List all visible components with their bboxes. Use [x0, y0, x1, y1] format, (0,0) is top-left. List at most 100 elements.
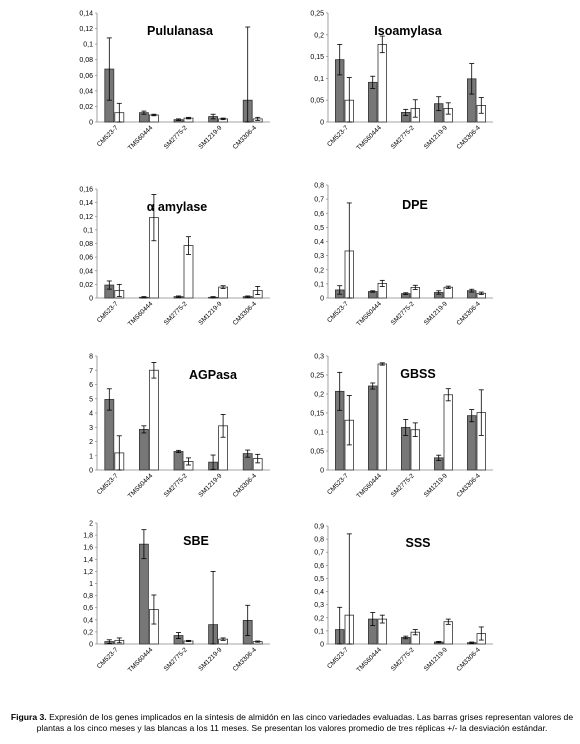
x-tick-label: SM2775-2: [390, 646, 416, 672]
y-tick-label: 0: [320, 642, 324, 649]
bar: [139, 543, 149, 645]
y-tick-label: 0,8: [314, 183, 324, 190]
x-tick-label: SM1219-9: [423, 472, 449, 498]
chart-7: 0 0,1 0,2 0,3 0,4 0,5 0,6 0,7 0,8 0,9 CM523-7 TMS60…: [314, 524, 493, 674]
y-tick-label: 0: [320, 468, 324, 475]
y-tick-label: 0,3: [314, 602, 324, 609]
y-tick-label: 0,06: [79, 73, 93, 80]
y-tick-label: 2: [89, 521, 93, 528]
x-tick-label: SM2775-2: [163, 124, 189, 150]
chart-title: SBE: [183, 534, 209, 548]
y-tick-label: 0,2: [314, 32, 324, 39]
caption-label: Figura 3.: [10, 712, 47, 722]
y-tick-label: 0,04: [79, 268, 93, 275]
y-tick-label: 0,2: [83, 629, 93, 636]
bar: [467, 415, 477, 471]
x-tick-label: CM523-7: [96, 472, 120, 496]
y-tick-label: 0,1: [83, 227, 93, 234]
y-tick-label: 0,15: [310, 411, 324, 418]
x-tick-label: CM523-7: [326, 124, 350, 148]
x-tick-label: SM2775-2: [390, 472, 416, 498]
y-tick-label: 7: [89, 368, 93, 375]
y-tick-label: 0,05: [310, 449, 324, 456]
y-tick-label: 0: [89, 120, 93, 127]
x-tick-label: CM3306-4: [455, 124, 482, 151]
y-tick-label: 0: [89, 642, 93, 649]
x-tick-label: TMS60444: [355, 124, 383, 152]
y-tick-label: 0,1: [314, 281, 324, 288]
x-tick-label: TMS60444: [355, 472, 383, 500]
y-tick-label: 1,2: [83, 569, 93, 576]
y-tick-label: 0,8: [314, 537, 324, 544]
y-tick-label: 0,1: [83, 42, 93, 49]
y-tick-label: 0,1: [314, 628, 324, 635]
x-tick-label: CM3306-4: [232, 646, 259, 673]
y-tick-label: 0: [320, 120, 324, 127]
x-tick-label: CM523-7: [326, 472, 350, 496]
y-tick-label: 1,4: [83, 557, 93, 564]
y-tick-label: 0: [89, 296, 93, 303]
y-tick-label: 1,8: [83, 533, 93, 540]
bar: [377, 363, 387, 471]
y-tick-label: 0,02: [79, 282, 93, 289]
y-tick-label: 4: [89, 411, 93, 418]
chart-title: GBSS: [400, 367, 435, 381]
chart-1: 0 0,05 0,1 0,15 0,2 0,25 CM523-7 TMS60444 SM2775…: [310, 11, 493, 152]
y-tick-label: 0,02: [79, 104, 93, 111]
y-tick-label: 0,7: [314, 550, 324, 557]
y-tick-label: 2: [89, 439, 93, 446]
y-tick-label: 0,14: [79, 200, 93, 207]
y-tick-label: 6: [89, 382, 93, 389]
x-tick-label: CM3306-4: [232, 472, 259, 499]
y-tick-label: 0,25: [310, 11, 324, 18]
chart-0: 0 0,02 0,04 0,06 0,08 0,1 0,12 0,14 CM523-7 TMS60…: [79, 11, 270, 152]
y-tick-label: 0,4: [83, 617, 93, 624]
y-tick-label: 0,1: [314, 430, 324, 437]
x-tick-label: TMS60444: [127, 300, 155, 328]
x-tick-label: SM1219-9: [197, 300, 223, 326]
x-tick-label: SM2775-2: [390, 124, 416, 150]
x-tick-label: SM1219-9: [423, 124, 449, 150]
x-tick-label: SM2775-2: [390, 300, 416, 326]
y-tick-label: 0,12: [79, 214, 93, 221]
y-tick-label: 0,6: [83, 605, 93, 612]
y-tick-label: 0,1: [314, 76, 324, 83]
y-tick-label: 5: [89, 396, 93, 403]
bar: [148, 369, 159, 471]
y-tick-label: 0,5: [314, 576, 324, 583]
y-tick-label: 0,2: [314, 392, 324, 399]
y-tick-label: 0,04: [79, 88, 93, 95]
x-tick-label: SM1219-9: [197, 124, 223, 150]
chart-6: 0 0,2 0,4 0,6 0,8 1 1,2 1,4 1,6 1,8 2 CM523-7 TMS604…: [83, 521, 270, 674]
x-tick-label: SM1219-9: [197, 472, 223, 498]
y-tick-label: 0,2: [314, 267, 324, 274]
chart-title: Isoamylasa: [374, 24, 442, 38]
y-tick-label: 0,5: [314, 225, 324, 232]
y-tick-label: 0,12: [79, 26, 93, 33]
chart-2: 0 0,02 0,04 0,06 0,08 0,1 0,12 0,14 0,16 CM523-7 T…: [79, 187, 270, 328]
y-tick-label: 8: [89, 354, 93, 361]
x-tick-label: SM2775-2: [163, 472, 189, 498]
x-tick-label: CM3306-4: [232, 124, 259, 151]
y-tick-label: 0,3: [314, 253, 324, 260]
x-tick-label: TMS60444: [355, 300, 383, 328]
y-tick-label: 0,08: [79, 241, 93, 248]
y-tick-label: 0,4: [314, 239, 324, 246]
x-tick-label: CM523-7: [326, 646, 350, 670]
y-tick-label: 1,6: [83, 545, 93, 552]
bar: [443, 621, 453, 645]
x-tick-label: TMS60444: [127, 124, 155, 152]
x-tick-label: TMS60444: [355, 646, 383, 674]
x-tick-label: TMS60444: [127, 646, 155, 674]
bar: [443, 394, 453, 471]
chart-title: DPE: [402, 198, 428, 212]
y-tick-label: 1: [89, 581, 93, 588]
y-tick-label: 0,25: [310, 373, 324, 380]
x-tick-label: CM3306-4: [455, 300, 482, 327]
chart-3: 0 0,1 0,2 0,3 0,4 0,5 0,6 0,7 0,8 CM523-7 TMS60444…: [314, 183, 493, 328]
bar: [377, 43, 387, 123]
y-tick-label: 0,16: [79, 187, 93, 194]
y-tick-label: 0,9: [314, 524, 324, 531]
caption-text: Expresión de los genes implicados en la …: [36, 712, 574, 733]
